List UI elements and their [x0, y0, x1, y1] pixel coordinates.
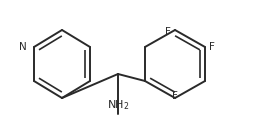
Text: F: F	[209, 42, 215, 52]
Text: NH$_2$: NH$_2$	[107, 98, 129, 112]
Text: F: F	[172, 91, 178, 101]
Text: N: N	[19, 42, 27, 52]
Text: F: F	[165, 27, 171, 37]
